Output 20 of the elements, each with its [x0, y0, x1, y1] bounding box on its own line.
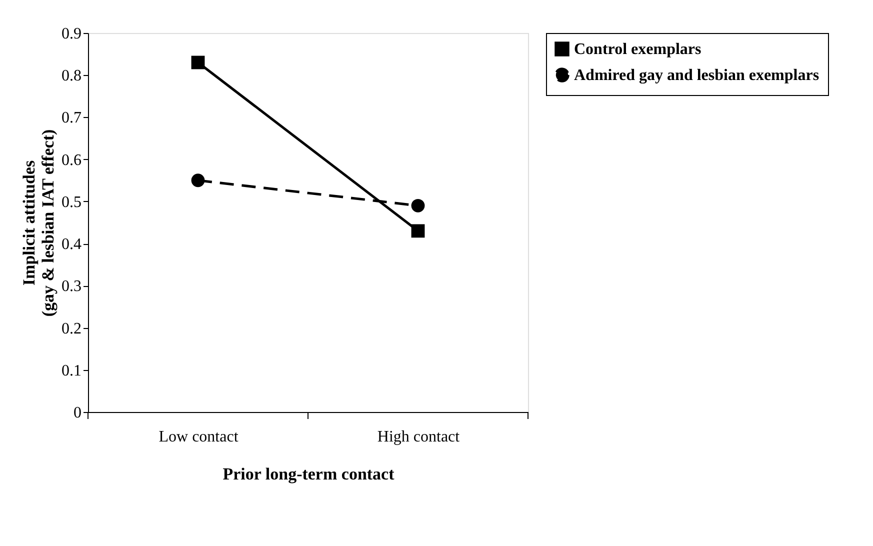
y-axis-title: Implicit attitudes (gay & lesbian IAT effect) — [20, 129, 58, 317]
legend-label: Control exemplars — [574, 41, 702, 58]
y-tick-label: 0.1 — [62, 362, 82, 380]
y-tick-label: 0.2 — [62, 320, 82, 338]
y-tick-label: 0.9 — [62, 26, 82, 42]
y-tick-label: 0.3 — [62, 278, 82, 296]
x-tick-label: Low contact — [158, 428, 239, 446]
point — [411, 198, 425, 212]
point — [191, 174, 205, 188]
x-tick-label: High contact — [377, 428, 460, 446]
point — [411, 224, 425, 238]
y-tick-label: 0.5 — [62, 194, 82, 211]
y-tick-label: 0.4 — [62, 236, 82, 254]
y-tick-label: 0.7 — [62, 110, 82, 127]
legend-label: Admired gay and lesbian exemplars — [574, 67, 820, 84]
point — [191, 56, 205, 70]
y-tick-label: 0.6 — [62, 152, 82, 169]
x-axis-title: Prior long-term contact — [222, 464, 395, 484]
y-tick-label: 0.8 — [62, 68, 82, 85]
y-tick-label: 0 — [74, 404, 82, 422]
